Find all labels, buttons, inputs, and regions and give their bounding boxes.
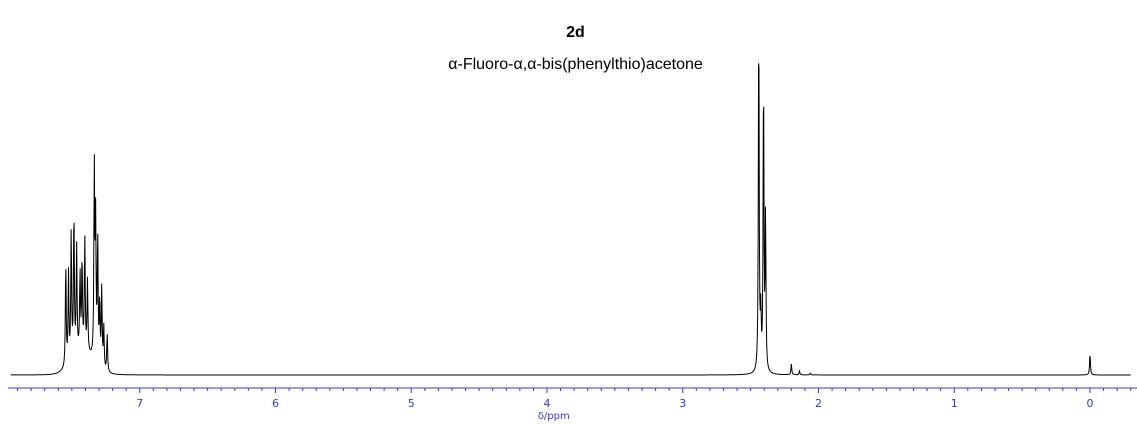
x-tick-label: 7 <box>136 397 143 410</box>
x-tick-label: 3 <box>679 397 686 410</box>
chart-subtitle: α-Fluoro-α,α-bis(phenylthio)acetone <box>448 56 703 73</box>
peak-point <box>107 336 108 337</box>
x-tick-label: 4 <box>544 397 551 410</box>
peak-point <box>71 244 72 245</box>
x-tick-label: 0 <box>1087 397 1094 410</box>
peak-point <box>65 270 66 271</box>
peak-point <box>758 9 759 10</box>
peak-point <box>73 226 74 227</box>
peak-point <box>799 371 800 372</box>
chart-title: 2d <box>566 24 585 41</box>
peak-point <box>95 237 96 238</box>
x-tick-label: 1 <box>951 397 958 410</box>
x-tick-label: 2 <box>815 397 822 410</box>
peak-point <box>99 310 100 311</box>
peak-point <box>101 296 102 297</box>
peak-point <box>763 72 764 73</box>
x-tick-label: 6 <box>272 397 279 410</box>
peak-point <box>791 363 792 364</box>
peak-point <box>760 321 761 322</box>
peak-point <box>76 266 77 267</box>
peak-point <box>94 182 95 183</box>
peak-point <box>810 373 811 374</box>
peak-point <box>1089 352 1090 353</box>
peak-point <box>81 281 82 282</box>
peak-point <box>79 296 80 297</box>
peak-point <box>84 259 85 260</box>
peak-point <box>68 285 69 286</box>
peak-point <box>103 332 104 333</box>
peak-point <box>765 219 766 220</box>
peak-point <box>87 303 88 304</box>
x-axis-label: δ/ppm <box>538 411 570 422</box>
peak-point <box>97 248 98 249</box>
x-tick-label: 5 <box>408 397 415 410</box>
spectrum-trace <box>10 63 1131 376</box>
